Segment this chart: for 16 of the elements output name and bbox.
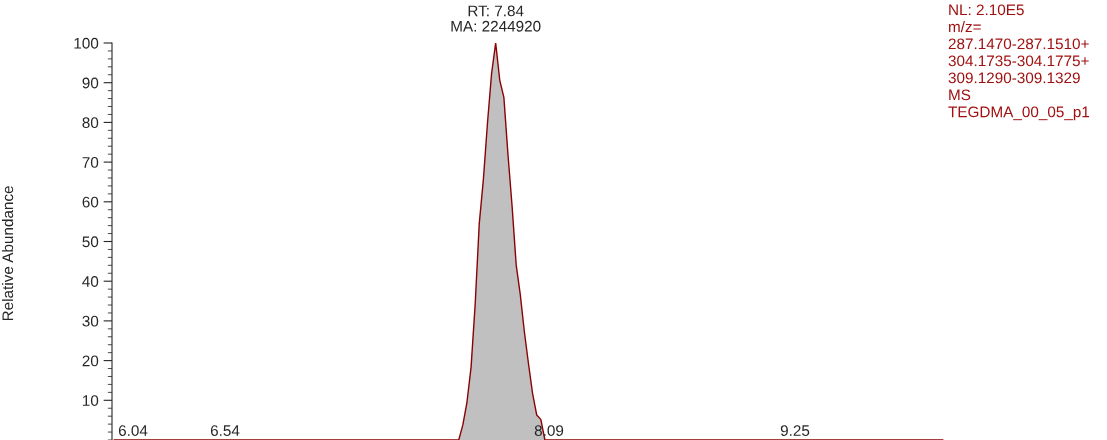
y-tick-label: 80 [82,117,99,129]
y-tick-label: 40 [82,276,99,287]
y-axis-title: Relative Abundance [1,186,14,321]
text: NL: 2.10E5 m/z= 287.1470-287.1510+ 304.1735-304.1775+ 309.1290-309.1329 MS TEGDMA_00_05_p1 [948,4,1090,121]
annotation: 9.25 [780,425,810,436]
text: RT: 7.84 MA: 2244920 [451,5,541,32]
annotation: 6.54 [210,425,240,436]
y-tick-label: 100 [74,37,99,49]
y-tick-label: 90 [82,77,99,89]
y-tick-label: 70 [82,156,99,168]
annotation: 6.04 [118,425,148,436]
y-tick-label: 60 [82,196,99,208]
y-tick-label: 20 [82,355,99,367]
y-tick-label: 30 [82,315,99,327]
y-tick-label: 10 [82,395,99,406]
y-tick-label: 50 [82,236,99,248]
